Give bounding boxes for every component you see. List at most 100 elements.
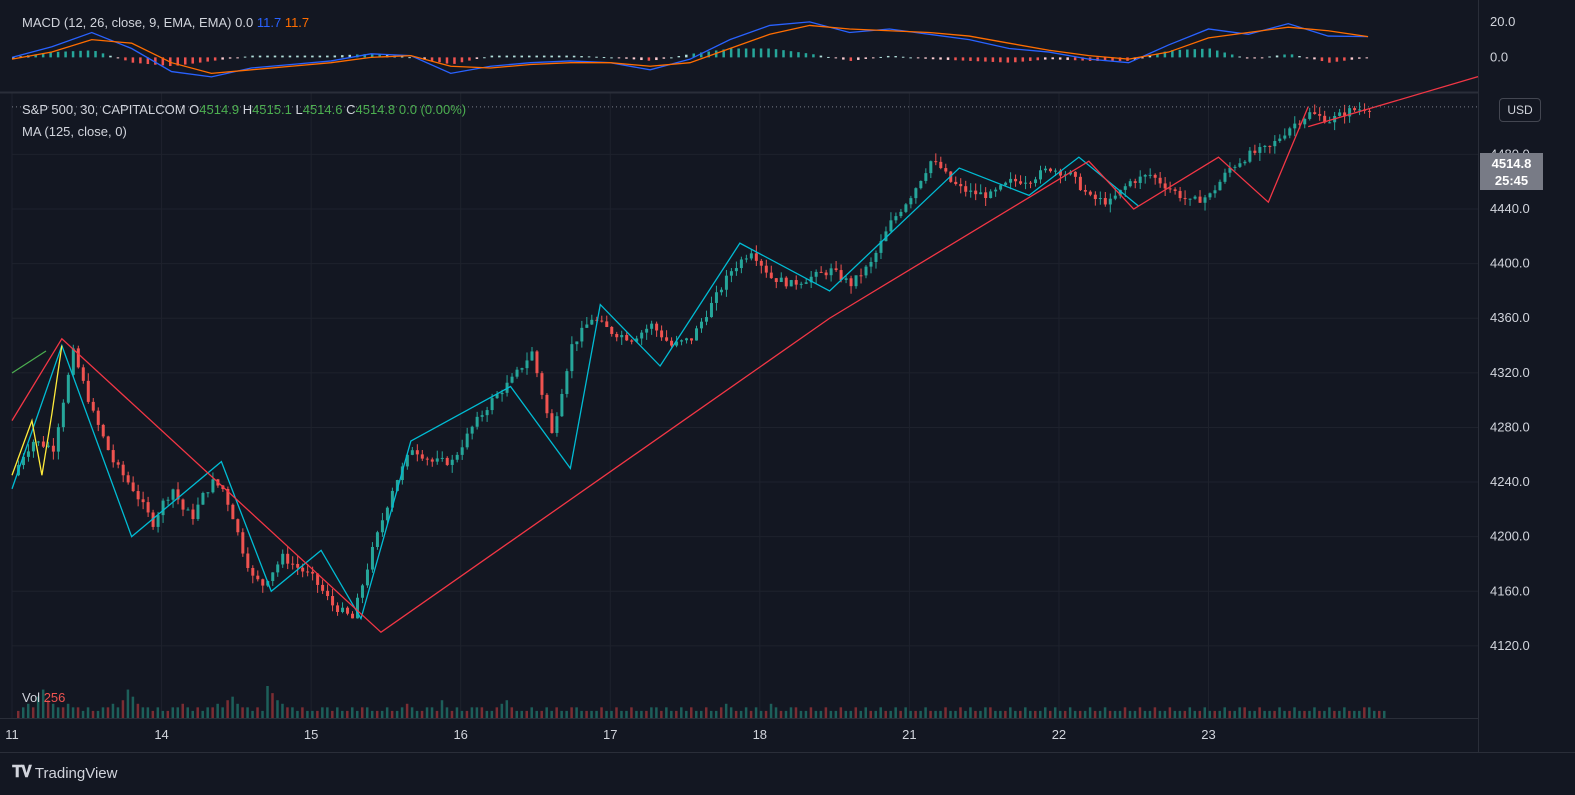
macd-histogram-bar: [183, 57, 187, 65]
candle-body: [779, 277, 783, 282]
volume-bar: [894, 707, 897, 718]
volume-bar: [101, 707, 105, 718]
volume-bar: [445, 707, 449, 718]
macd-histogram-bar: [1163, 51, 1167, 58]
volume-bar: [171, 707, 175, 718]
macd-histogram-bar: [131, 57, 135, 63]
candle-body: [714, 292, 718, 303]
volume-bar: [595, 710, 598, 718]
price-tick-label: 4120.0: [1490, 638, 1530, 653]
volume-bar: [390, 710, 394, 718]
candle-body: [1238, 163, 1242, 167]
axes: 4120.0 4160.0 4200.0 4240.0 4280.0 4320.0 4360…: [5, 14, 1530, 742]
volume-bar: [869, 710, 872, 718]
macd-histogram-bar: [1148, 55, 1152, 58]
candle-body: [415, 450, 419, 455]
volume-bar: [410, 707, 414, 718]
macd-histogram-bar: [475, 57, 479, 59]
candle-body: [1293, 123, 1297, 129]
tradingview-logo-icon: 𝐓𝐕: [12, 764, 32, 781]
volume-bar: [166, 710, 170, 718]
volume-bar: [764, 710, 768, 718]
volume-bar: [400, 707, 404, 718]
volume-legend[interactable]: Vol 256: [22, 690, 65, 705]
macd-histogram-bar: [228, 57, 232, 59]
candle-body: [1029, 182, 1033, 184]
candle-body: [1253, 150, 1257, 153]
volume-bar: [759, 710, 763, 718]
volume-bar: [555, 707, 558, 718]
volume-bar: [1103, 707, 1107, 718]
macd-histogram-bar: [1193, 49, 1197, 58]
candle-body: [1198, 196, 1202, 203]
macd-histogram-bar: [1103, 57, 1107, 61]
tradingview-brand[interactable]: 𝐓𝐕 TradingView: [12, 764, 117, 782]
volume-bar: [769, 703, 773, 718]
volume-bar: [510, 707, 514, 718]
candle-body: [106, 436, 110, 451]
candle-body: [26, 451, 30, 457]
volume-bar: [655, 707, 658, 718]
macd-histogram-bar: [12, 57, 15, 59]
macd-histogram-bar: [774, 49, 778, 58]
volume-bar: [475, 707, 479, 718]
candle-body: [1153, 174, 1157, 178]
currency-button[interactable]: USD: [1499, 98, 1541, 122]
volume-bar: [934, 710, 937, 718]
candle-body: [291, 563, 295, 565]
ma-legend[interactable]: MA (125, close, 0): [22, 124, 127, 139]
candle-body: [904, 204, 908, 212]
volume-bar: [610, 710, 613, 718]
volume-bar: [709, 710, 713, 718]
volume-bar: [1208, 710, 1212, 718]
volume-bar: [999, 710, 1002, 718]
candle-body: [380, 520, 384, 533]
macd-legend[interactable]: MACD (12, 26, close, 9, EMA, EMA) 0.0 11…: [22, 15, 309, 30]
candle-body: [799, 283, 803, 285]
macd-histogram-bar: [64, 51, 67, 58]
candle-body: [271, 572, 275, 582]
macd-pane: [11, 21, 1369, 78]
candle-body: [1098, 198, 1102, 200]
candle-body: [1039, 170, 1043, 180]
candle-body: [1093, 194, 1097, 200]
candle-body: [615, 333, 619, 338]
time-tick-label: 16: [453, 727, 467, 742]
volume-bar: [879, 707, 882, 718]
volume-bar: [1098, 710, 1102, 718]
macd-tick-label: 0.0: [1490, 49, 1508, 64]
symbol-legend[interactable]: S&P 500, 30, CAPITALCOM O4514.9 H4515.1 …: [22, 102, 466, 117]
macd-histogram-bar: [677, 56, 681, 58]
candle-body: [1158, 177, 1162, 184]
volume-bar: [844, 710, 848, 718]
macd-histogram-bar: [1118, 57, 1122, 61]
volume-bar: [86, 707, 90, 718]
volume-bar: [1193, 710, 1197, 718]
candle-body: [680, 340, 684, 342]
macd-histogram-bar: [632, 57, 636, 60]
candle-body: [964, 186, 968, 192]
volume-bar: [1263, 710, 1266, 718]
candle-body: [455, 454, 459, 460]
macd-histogram-bar: [572, 55, 576, 58]
candle-body: [984, 192, 988, 199]
candle-body: [1318, 114, 1322, 116]
macd-histogram-bar: [408, 57, 411, 59]
macd-histogram-bar: [1036, 57, 1040, 61]
candle-body: [1303, 118, 1307, 125]
macd-histogram-bar: [707, 51, 710, 58]
volume-bar: [1278, 707, 1281, 718]
candle-body: [395, 480, 399, 491]
volume-bar: [191, 710, 194, 718]
macd-histogram-bar: [916, 57, 920, 59]
candle-body: [375, 532, 379, 547]
volume-bar: [440, 700, 444, 718]
macd-histogram-bar: [655, 57, 658, 61]
candle-body: [336, 605, 340, 613]
macd-histogram-bar: [1021, 57, 1025, 62]
volume-bar: [415, 710, 419, 718]
macd-histogram-bar: [602, 57, 606, 59]
volume-bar: [311, 710, 314, 718]
